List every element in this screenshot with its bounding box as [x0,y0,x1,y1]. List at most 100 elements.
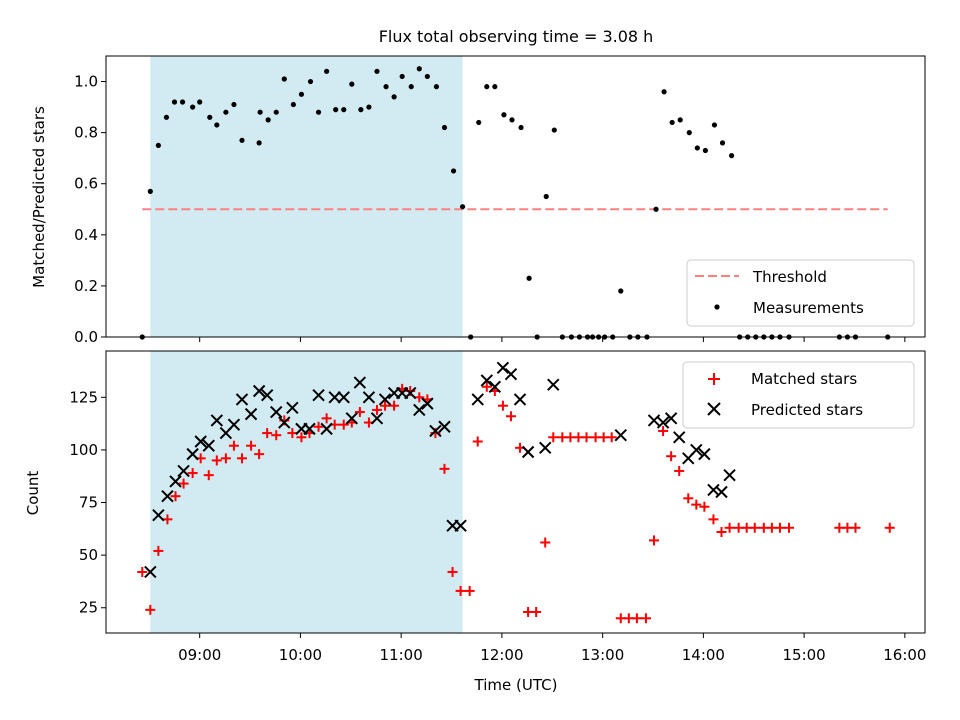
predicted-star-point [286,401,299,415]
matched-star-point [606,432,617,443]
top-panel: 0.0 0.2 0.4 0.6 0.8 1.0 Matched/Predicted sta… [30,55,926,346]
matched-star-point [497,400,508,411]
matched-star-point [505,411,516,422]
matched-star-point [153,545,164,556]
measurement-point [677,117,683,123]
matched-star-point [211,455,222,466]
predicted-star-point [471,393,484,406]
bottom-shaded-region [150,351,463,633]
predicted-star-point [227,418,241,431]
predicted-star-point [647,414,661,427]
matched-star-point [271,430,282,441]
predicted-star-point [337,391,350,404]
measurement-point [460,204,466,210]
y-tick-label: 0.4 [74,226,98,244]
y-tick-label: 100 [69,441,98,459]
matched-star-point [338,419,349,430]
matched-star-point [884,522,895,533]
matched-star-point [371,404,382,415]
predicted-star-point [320,422,333,436]
predicted-star-point [664,412,678,425]
y-tick-label: 0.6 [74,175,98,193]
predicted-star-point [707,483,720,497]
bottom-axes-frame [105,350,926,634]
matched-star-point [631,613,642,624]
matched-star-point [850,522,861,533]
predicted-star-point [715,485,728,499]
y-tick-label: 0.2 [74,277,98,295]
measurement-point [231,101,237,108]
measurement-point [366,104,372,110]
predicted-star-point [312,388,325,402]
matched-star-point [354,407,365,418]
predicted-star-point [513,393,527,406]
matched-star-point [683,493,694,504]
predicted-star-point [244,407,258,421]
y-tick-label: 0.0 [74,328,98,346]
predicted-star-point [614,428,627,442]
x-tick-label: 16:00 [883,646,926,664]
legend-predicted-label: Predicted stars [751,401,863,419]
measurement-point [147,188,153,194]
measurement-point [441,124,448,131]
measurement-point [526,275,532,281]
y-tick-label: 0.8 [74,124,98,142]
predicted-star-point [362,391,376,404]
measurement-point [223,109,229,115]
predicted-star-point [202,439,215,452]
star-count-points [137,361,895,624]
matched-star-point [674,465,685,476]
legend-matched-swatch [708,373,720,385]
chart-title: Flux total observing time = 3.08 h [379,27,654,46]
bottom-y-axis-label: Count [24,471,42,516]
predicted-star-point [656,416,670,429]
measurement-point [492,84,498,90]
matched-star-point [187,468,198,479]
measurement-point [374,68,380,74]
bottom-legend-box [682,361,915,429]
measurement-point [307,78,314,85]
bottom-x-ticks: 09:00 10:00 11:00 12:00 13:00 14:00 15:00 16:00 [178,633,926,664]
y-tick-label: 50 [79,546,98,564]
predicted-star-point [328,391,341,404]
measurement-point [281,76,287,82]
predicted-star-point [413,403,426,417]
predicted-star-point [278,416,291,429]
predicted-star-point [177,464,190,478]
measurement-point [661,89,667,95]
measurement-point [290,101,296,108]
measurement-point [391,94,397,100]
measurement-point [694,145,700,151]
measurement-point [408,84,414,90]
measurement-point [383,84,389,90]
matched-star-point [170,491,181,502]
predicted-star-point [496,361,510,375]
predicted-star-point [303,422,316,436]
predicted-star-point [690,443,703,457]
matched-star-point [472,436,483,447]
matched-star-point [774,522,785,533]
matched-star-point [464,585,475,596]
matched-star-point [666,451,677,462]
legend-predicted-swatch [707,402,721,416]
predicted-star-point [672,431,686,444]
predicted-star-point [539,441,552,455]
bottom-panel: 25 50 75 100 125 09:00 10:00 11:00 12:00 13:00 14… [24,350,926,694]
measurement-point [298,91,305,97]
top-legend: Threshold Measurements [686,259,915,327]
predicted-star-point [169,475,182,488]
matched-star-point [203,470,214,481]
predicted-star-point [723,468,736,482]
top-axes-frame [105,55,926,338]
predicted-star-point [454,519,467,532]
matched-star-point [699,501,710,512]
measurement-point [257,109,263,115]
predicted-star-point [504,367,518,381]
measurement-point [518,124,524,131]
predicted-star-point [480,374,493,387]
matched-star-point [246,440,257,451]
top-y-axis-label: Matched/Predicted stars [30,106,48,288]
matched-star-point [137,566,148,577]
legend-measurements-label: Measurements [753,299,864,317]
